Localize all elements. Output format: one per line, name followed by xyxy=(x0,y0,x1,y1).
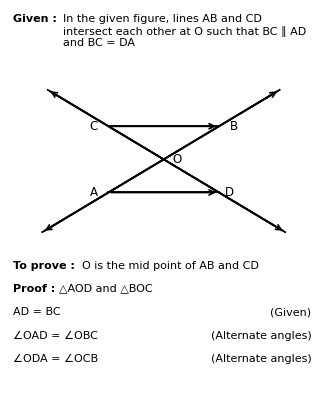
Text: O is the mid point of AB and CD: O is the mid point of AB and CD xyxy=(82,261,259,271)
Text: (Alternate angles): (Alternate angles) xyxy=(211,330,311,341)
Text: O: O xyxy=(172,153,181,166)
Text: To prove :: To prove : xyxy=(13,261,79,271)
Text: Proof :: Proof : xyxy=(13,284,59,294)
Text: A: A xyxy=(90,186,98,199)
Text: D: D xyxy=(224,186,234,199)
Text: C: C xyxy=(89,120,98,133)
Text: ∠ODA = ∠OCB: ∠ODA = ∠OCB xyxy=(13,354,98,364)
Text: (Given): (Given) xyxy=(270,307,311,317)
Text: AD = BC: AD = BC xyxy=(13,307,60,317)
Text: (Alternate angles): (Alternate angles) xyxy=(211,354,311,364)
Text: Given :: Given : xyxy=(13,14,61,24)
Text: △AOD and △BOC: △AOD and △BOC xyxy=(59,284,153,294)
Text: ∠OAD = ∠OBC: ∠OAD = ∠OBC xyxy=(13,330,98,341)
Text: B: B xyxy=(230,120,238,133)
Text: In the given figure, lines AB and CD
intersect each other at O such that BC ∥ AD: In the given figure, lines AB and CD int… xyxy=(63,14,306,48)
